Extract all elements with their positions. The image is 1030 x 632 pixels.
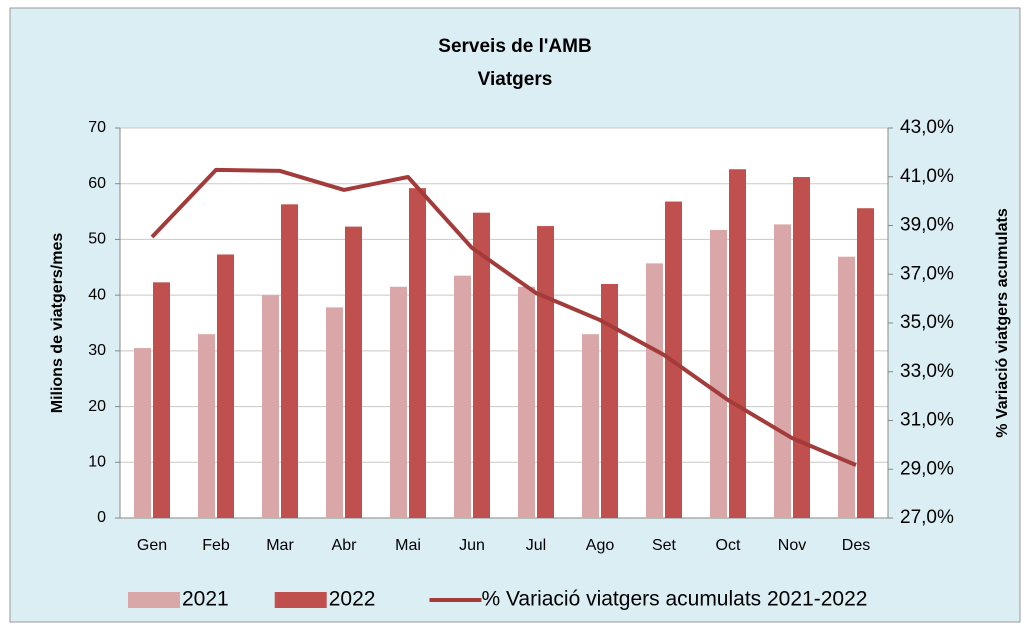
x-tick-label: Ago: [586, 537, 615, 554]
bar: [326, 307, 343, 518]
y2-tick-label: 35,0%: [900, 312, 954, 333]
bar: [281, 204, 298, 519]
bar: [153, 282, 170, 518]
y2-tick-label: 41,0%: [900, 166, 954, 187]
bar: [582, 334, 599, 518]
bar: [134, 348, 151, 518]
y-tick-label: 30: [88, 342, 106, 359]
bar: [390, 286, 407, 518]
y2-tick-label: 39,0%: [900, 215, 954, 236]
plot-area: [120, 128, 888, 518]
y-tick-label: 10: [88, 454, 106, 471]
bar: [729, 169, 746, 518]
bar: [793, 177, 810, 518]
y-tick-label: 50: [88, 231, 106, 248]
y-axis-label: Milions de viatgers/mes: [49, 233, 66, 414]
bar: [262, 295, 279, 518]
x-tick-label: Abr: [332, 537, 358, 554]
bar: [838, 256, 855, 518]
y2-axis-label: % Variació viatgers acumulats: [994, 208, 1011, 438]
legend-swatch: [128, 592, 180, 608]
legend-label: % Variació viatgers acumulats 2021-2022: [481, 588, 867, 611]
bar: [217, 254, 234, 518]
bar: [601, 284, 618, 518]
line-series: [150, 167, 857, 467]
x-tick-label: Gen: [137, 537, 167, 554]
bar: [537, 226, 554, 519]
bar: [454, 275, 471, 518]
y-tick-label: 40: [88, 286, 106, 303]
bar: [198, 334, 215, 518]
legend-label: 2021: [182, 588, 229, 611]
legend-label: 2022: [329, 588, 376, 611]
x-tick-label: Mai: [395, 537, 421, 554]
x-tick-label: Set: [652, 537, 677, 554]
bar: [857, 208, 874, 518]
y-tick-label: 70: [88, 119, 106, 136]
bar: [518, 286, 535, 518]
x-tick-label: Nov: [778, 537, 806, 554]
y-tick-label: 60: [88, 175, 106, 192]
y2-tick-label: 33,0%: [900, 361, 954, 382]
bar: [409, 188, 426, 518]
x-tick-label: Mar: [266, 537, 294, 554]
legend-swatch: [274, 592, 327, 608]
bar: [646, 263, 663, 518]
y2-tick-label: 43,0%: [900, 117, 954, 138]
x-tick-label: Feb: [202, 537, 230, 554]
y2-tick-label: 37,0%: [900, 263, 954, 284]
y-tick-label: 20: [88, 398, 106, 415]
y2-tick-label: 31,0%: [900, 410, 954, 431]
x-tick-label: Oct: [716, 537, 741, 554]
y2-tick-label: 27,0%: [900, 507, 954, 528]
bar: [710, 229, 727, 518]
y-tick-label: 0: [97, 509, 106, 526]
bar: [345, 226, 362, 518]
x-tick-label: Jul: [526, 537, 546, 554]
chart-title: Serveis de l'AMB: [438, 36, 591, 57]
chart-subtitle: Viatgers: [478, 69, 553, 90]
bar: [473, 212, 490, 518]
x-tick-label: Jun: [459, 537, 485, 554]
bar: [774, 224, 791, 518]
y2-tick-label: 29,0%: [900, 458, 954, 479]
x-tick-label: Des: [842, 537, 870, 554]
